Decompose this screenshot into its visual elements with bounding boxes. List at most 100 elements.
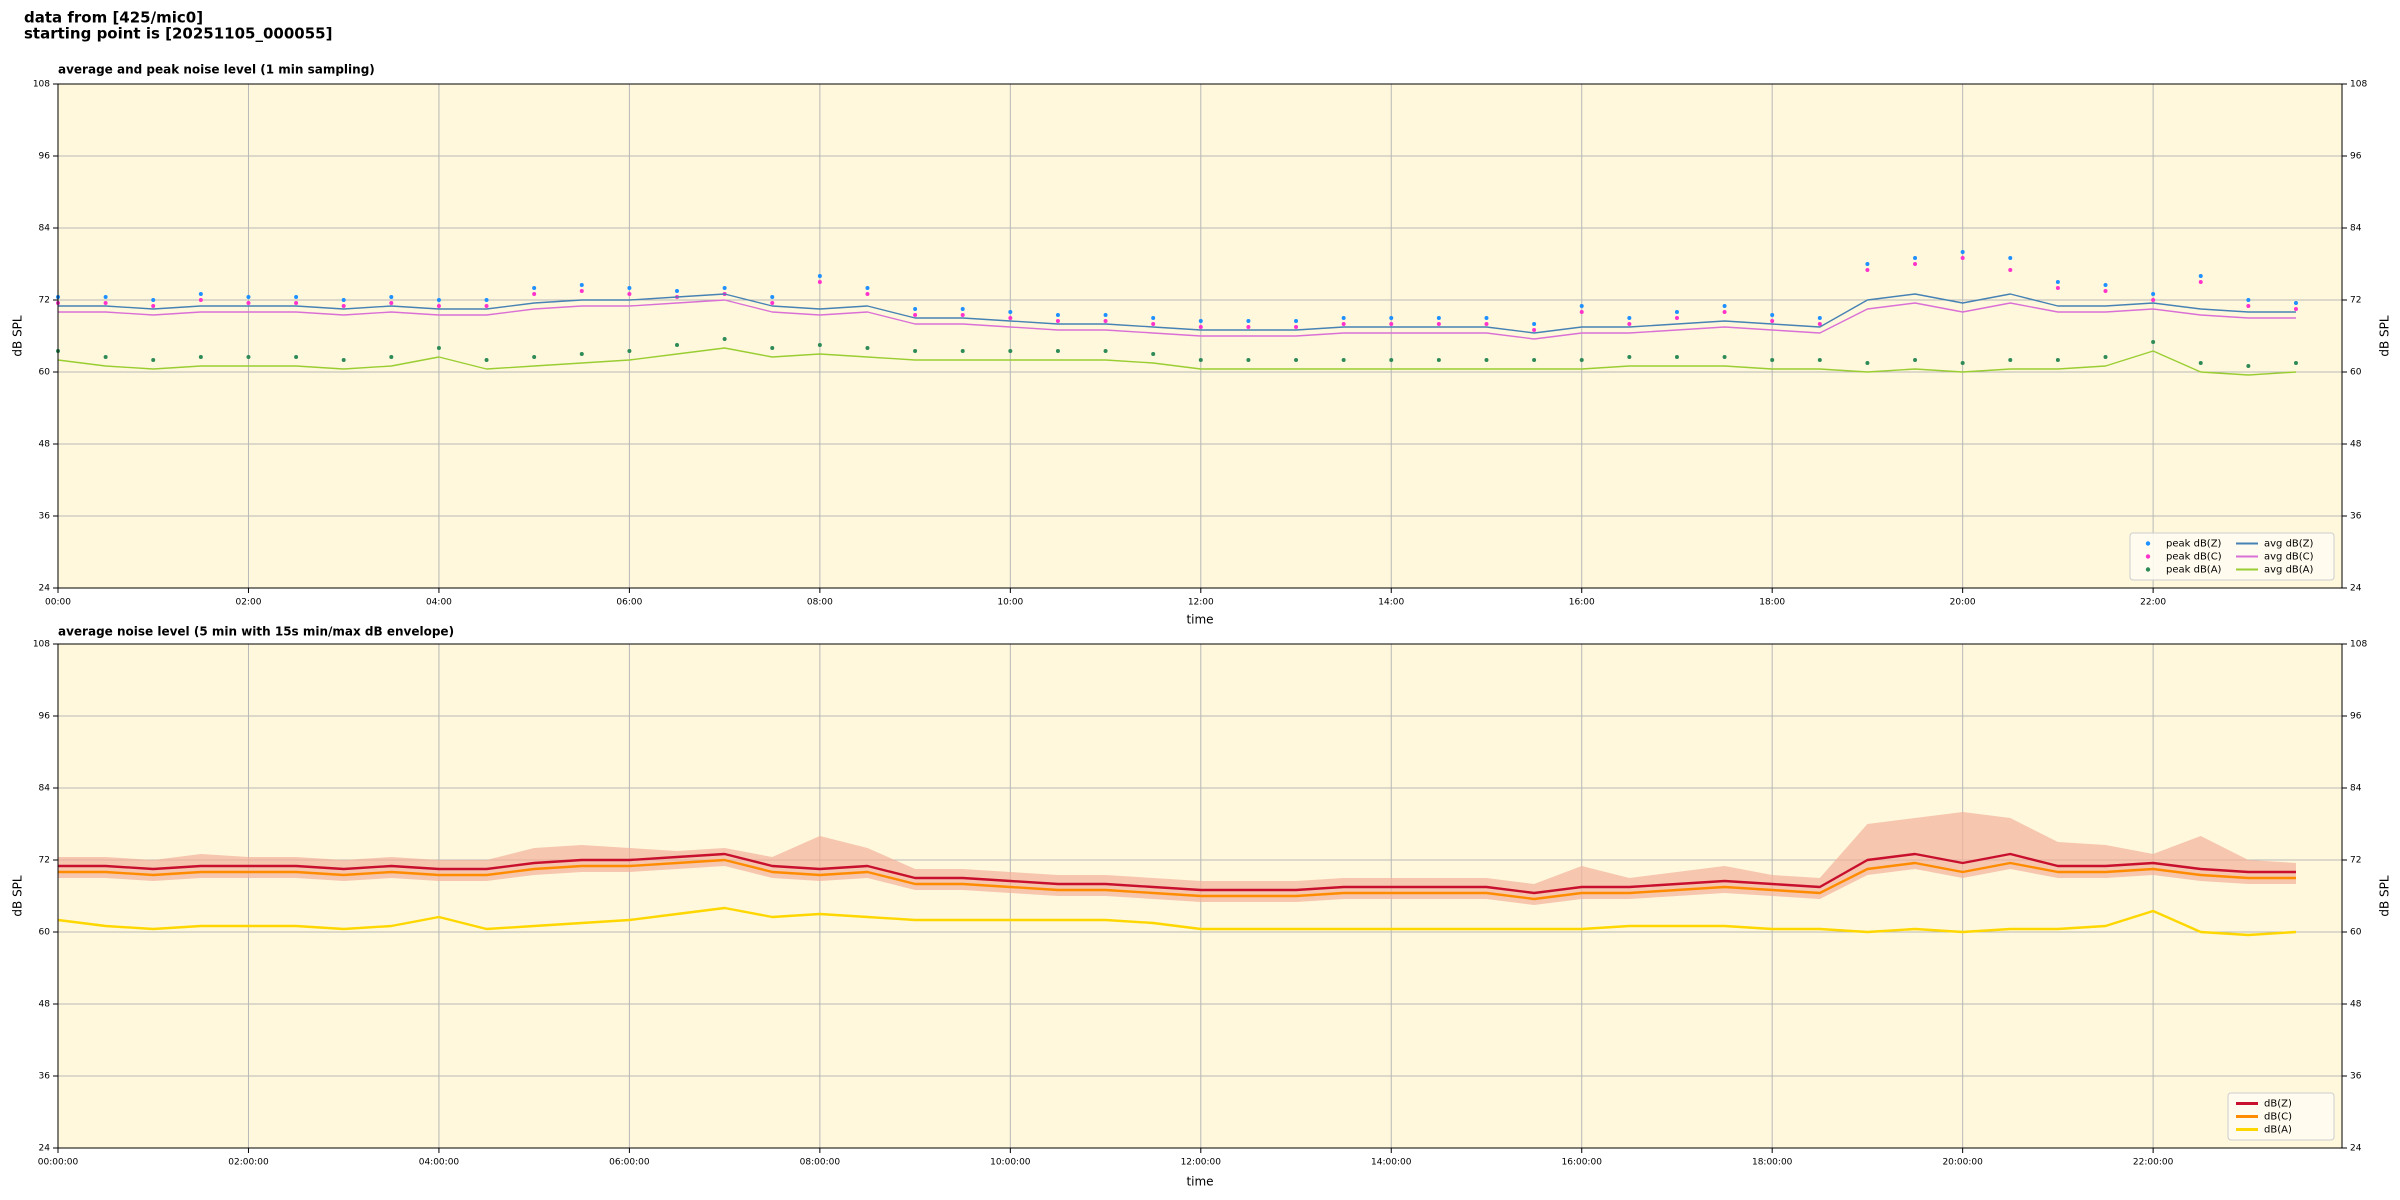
y-tick-label: 60 — [39, 368, 51, 378]
peak-point — [1484, 358, 1489, 362]
y-tick-label: 72 — [39, 296, 50, 306]
peak-point — [1960, 361, 1965, 365]
y-tick-label: 48 — [39, 1000, 51, 1010]
y-tick-label: 24 — [2350, 584, 2362, 594]
peak-point — [294, 355, 299, 359]
peak-point — [1913, 262, 1918, 266]
series-line — [58, 299, 2296, 340]
x-tick-label: 08:00 — [807, 598, 833, 608]
peak-point — [1674, 310, 1679, 314]
legend-marker — [2145, 541, 2151, 546]
y-tick-label: 96 — [39, 152, 51, 162]
peak-point — [2198, 280, 2203, 284]
peak-point — [436, 298, 441, 302]
peak-point — [1103, 349, 1108, 353]
peak-point — [675, 289, 680, 293]
x-tick-label: 18:00 — [1759, 598, 1785, 608]
peak-point — [151, 298, 156, 302]
peak-point — [2293, 301, 2298, 305]
peak-point — [579, 283, 584, 287]
header-line: starting point is [20251105_000055] — [24, 25, 332, 43]
peak-point — [817, 280, 822, 284]
peak-point — [2008, 268, 2013, 272]
peak-point — [1055, 319, 1060, 323]
peak-point — [960, 307, 965, 311]
peak-point — [2103, 283, 2108, 287]
peak-point — [1341, 322, 1346, 326]
peak-point — [770, 346, 775, 350]
y-tick-label: 96 — [39, 712, 51, 722]
peak-point — [1151, 316, 1156, 320]
peak-point — [246, 301, 251, 305]
peak-point — [865, 346, 870, 350]
y-axis-label: dB SPL — [2378, 875, 2392, 917]
peak-point — [1770, 313, 1775, 317]
peak-point — [1674, 355, 1679, 359]
peak-point — [1389, 316, 1394, 320]
peak-point — [865, 286, 870, 290]
peak-point — [1960, 250, 1965, 254]
peak-point — [1865, 268, 1870, 272]
plot-frame — [57, 643, 2343, 1149]
peak-point — [817, 343, 822, 347]
y-tick-label: 72 — [2350, 296, 2361, 306]
chart-title: average noise level (5 min with 15s min/… — [58, 625, 454, 639]
peak-point — [2198, 361, 2203, 365]
peak-point — [1579, 358, 1584, 362]
peak-point — [1627, 322, 1632, 326]
peak-point — [2151, 298, 2156, 302]
peak-point — [1579, 304, 1584, 308]
peak-point — [1722, 355, 1727, 359]
peak-point — [1865, 361, 1870, 365]
plot-frame — [57, 83, 2343, 589]
header-line: data from [425/mic0] — [24, 9, 203, 27]
peak-point — [103, 295, 108, 299]
legend-label: avg dB(C) — [2264, 552, 2314, 563]
peak-point — [2198, 274, 2203, 278]
peak-point — [484, 358, 489, 362]
y-axis-label: dB SPL — [11, 315, 25, 357]
y-tick-label: 48 — [2350, 1000, 2362, 1010]
peak-point — [865, 292, 870, 296]
x-tick-label: 22:00:00 — [2133, 1158, 2174, 1168]
peak-point — [1103, 319, 1108, 323]
peak-point — [627, 292, 632, 296]
peak-point — [1436, 358, 1441, 362]
peak-point — [151, 358, 156, 362]
legend-label: dB(A) — [2264, 1125, 2292, 1136]
peak-point — [1389, 358, 1394, 362]
y-tick-label: 60 — [2350, 368, 2362, 378]
peak-point — [1770, 319, 1775, 323]
peak-point — [1865, 262, 1870, 266]
peak-point — [1532, 358, 1537, 362]
peak-point — [198, 292, 203, 296]
series-line — [58, 858, 2296, 901]
x-tick-label: 16:00:00 — [1562, 1158, 1603, 1168]
peak-point — [2151, 292, 2156, 296]
peak-point — [532, 292, 537, 296]
peak-point — [103, 301, 108, 305]
y-tick-label: 48 — [2350, 440, 2362, 450]
legend-label: avg dB(A) — [2264, 565, 2314, 576]
x-tick-label: 10:00:00 — [990, 1158, 1031, 1168]
y-tick-label: 108 — [2350, 640, 2367, 650]
peak-point — [1722, 304, 1727, 308]
peak-point — [579, 352, 584, 356]
legend-label: peak dB(Z) — [2166, 539, 2222, 550]
peak-point — [1341, 358, 1346, 362]
peak-point — [2008, 256, 2013, 260]
x-tick-label: 12:00 — [1188, 598, 1214, 608]
x-tick-label: 06:00:00 — [609, 1158, 650, 1168]
x-tick-label: 06:00 — [616, 598, 642, 608]
legend-label: peak dB(C) — [2166, 552, 2222, 563]
x-tick-label: 14:00 — [1378, 598, 1404, 608]
y-tick-label: 72 — [2350, 856, 2361, 866]
y-tick-label: 108 — [33, 80, 50, 90]
peak-point — [1294, 319, 1299, 323]
peak-point — [1817, 358, 1822, 362]
y-tick-label: 108 — [2350, 80, 2367, 90]
peak-point — [341, 298, 346, 302]
peak-point — [722, 337, 727, 341]
x-tick-label: 18:00:00 — [1752, 1158, 1793, 1168]
y-tick-label: 60 — [39, 928, 51, 938]
